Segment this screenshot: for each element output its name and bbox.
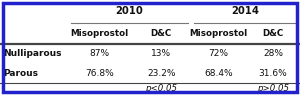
Text: Nulliparous: Nulliparous bbox=[3, 49, 61, 58]
Text: 2014: 2014 bbox=[231, 6, 259, 16]
Text: 76.8%: 76.8% bbox=[85, 69, 114, 78]
Text: 87%: 87% bbox=[90, 49, 110, 58]
Text: D&C: D&C bbox=[262, 29, 284, 38]
Text: Parous: Parous bbox=[3, 69, 38, 78]
Text: p<0.05: p<0.05 bbox=[145, 84, 177, 93]
Text: Misoprostol: Misoprostol bbox=[70, 29, 129, 38]
Text: 13%: 13% bbox=[151, 49, 171, 58]
Text: Misoprostol: Misoprostol bbox=[189, 29, 248, 38]
Text: 23.2%: 23.2% bbox=[147, 69, 176, 78]
Text: 31.6%: 31.6% bbox=[259, 69, 287, 78]
Text: 68.4%: 68.4% bbox=[204, 69, 233, 78]
Text: 28%: 28% bbox=[263, 49, 283, 58]
Text: p>0.05: p>0.05 bbox=[257, 84, 289, 93]
Text: 2010: 2010 bbox=[115, 6, 143, 16]
Text: 72%: 72% bbox=[208, 49, 228, 58]
Text: D&C: D&C bbox=[151, 29, 172, 38]
